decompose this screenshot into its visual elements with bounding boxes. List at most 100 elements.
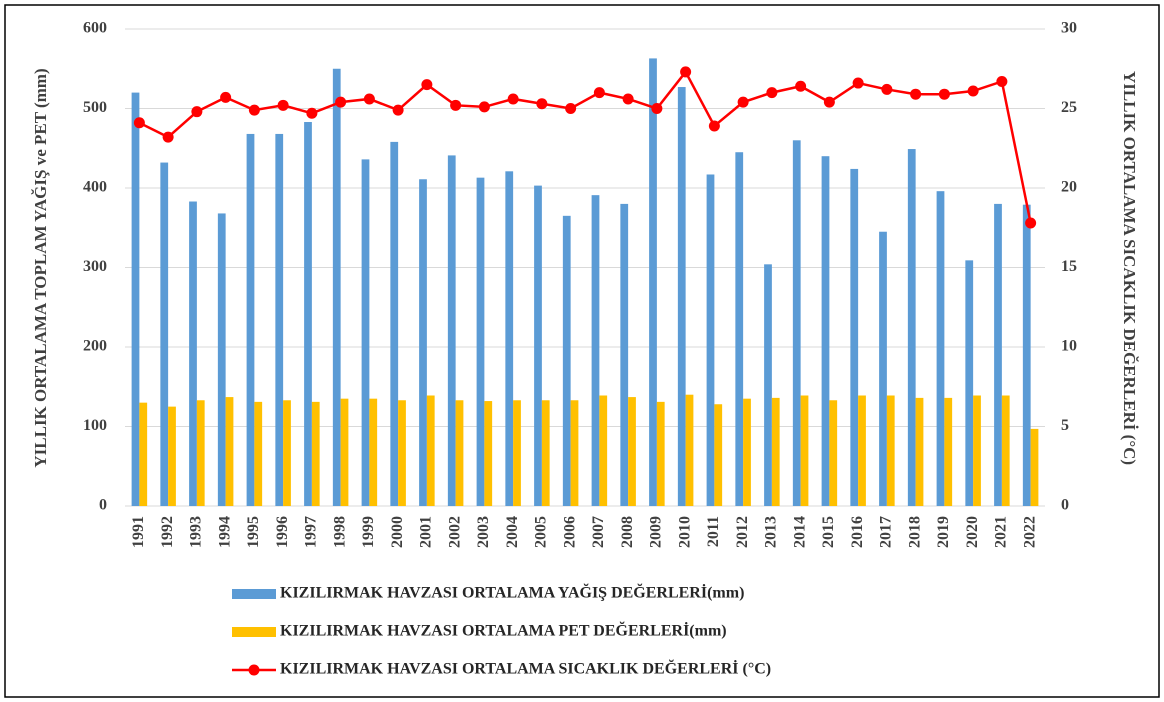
x-tick-label: 1997 [303, 516, 320, 548]
bar [599, 395, 608, 506]
bar [800, 395, 809, 506]
x-tick-label: 1993 [188, 516, 205, 548]
marker [766, 87, 778, 99]
y-tick-label: 300 [83, 258, 107, 275]
bar [369, 398, 378, 506]
bar [447, 155, 456, 506]
x-tick-label: 2000 [389, 516, 406, 548]
marker [450, 99, 462, 111]
bar [743, 398, 751, 506]
x-tick-label: 1996 [274, 516, 291, 548]
marker [421, 79, 433, 91]
bar [829, 400, 838, 506]
marker [536, 98, 548, 110]
x-tick-label: 2012 [734, 516, 751, 548]
x-tick-label: 2021 [993, 516, 1010, 548]
marker [306, 107, 318, 119]
x-tick-label: 2018 [906, 516, 923, 548]
bar [476, 177, 485, 507]
x-tick-label: 2022 [1021, 516, 1038, 548]
x-tick-label: 1991 [130, 516, 147, 548]
x-tick-label: 2008 [619, 516, 636, 548]
bar [879, 231, 887, 506]
marker [852, 77, 864, 89]
x-tick-label: 2014 [791, 516, 808, 548]
bar [139, 402, 148, 506]
bar [656, 401, 665, 506]
y-tick-label: 500 [83, 99, 107, 116]
x-tick-label: 2006 [561, 516, 578, 548]
marker [191, 106, 203, 118]
marker [133, 117, 145, 129]
marker [363, 93, 375, 105]
marker [881, 83, 893, 95]
y2-tick-label: 15 [1061, 258, 1077, 275]
y-tick-label: 100 [83, 417, 107, 434]
bar [1001, 395, 1010, 506]
x-tick-label: 2015 [820, 516, 837, 548]
bar [304, 122, 312, 506]
bar [340, 398, 349, 506]
bar [677, 87, 686, 506]
legend-swatch [232, 627, 276, 637]
bar [706, 174, 715, 507]
y2-tick-label: 5 [1061, 417, 1069, 434]
x-tick-label: 2010 [676, 516, 693, 548]
marker [795, 80, 807, 92]
x-tick-label: 2004 [504, 516, 521, 548]
y-tick-label: 0 [99, 497, 107, 514]
x-tick-label: 2019 [935, 516, 952, 548]
bar [217, 213, 226, 506]
bar [792, 140, 801, 507]
marker [1025, 217, 1037, 229]
bar [398, 400, 406, 506]
marker [507, 93, 519, 105]
x-tick-label: 2003 [475, 516, 492, 548]
y-tick-label: 400 [83, 179, 107, 196]
bar [246, 133, 255, 506]
legend-swatch [248, 664, 260, 676]
bar [562, 215, 571, 506]
x-tick-label: 1992 [159, 516, 176, 548]
bar [534, 185, 542, 507]
bar [570, 400, 579, 506]
marker [967, 85, 979, 97]
marker [737, 96, 749, 108]
bar [332, 68, 341, 506]
marker [910, 88, 922, 100]
x-tick-label: 2011 [705, 516, 722, 547]
y2-tick-label: 20 [1061, 179, 1077, 196]
x-tick-label: 2005 [533, 516, 550, 548]
marker [938, 88, 950, 100]
bar [484, 401, 493, 506]
bar [994, 203, 1002, 506]
bar [735, 152, 744, 506]
legend-swatch [232, 589, 276, 599]
bar [541, 400, 550, 506]
legend-label: KIZILIRMAK HAVZASI ORTALAMA SICAKLIK DEĞ… [280, 659, 771, 678]
bar [764, 264, 772, 506]
bar [513, 400, 521, 506]
marker [220, 91, 232, 103]
marker [823, 96, 835, 108]
marker [593, 87, 605, 99]
y2-tick-label: 0 [1061, 497, 1069, 514]
bar [944, 397, 953, 506]
x-tick-label: 2007 [590, 516, 607, 548]
bar [649, 58, 657, 506]
marker [335, 96, 347, 108]
bar [131, 92, 140, 506]
y2-tick-label: 10 [1061, 338, 1077, 355]
bar [426, 395, 435, 506]
bar [225, 397, 234, 506]
bar [455, 400, 464, 506]
x-tick-label: 1999 [360, 516, 377, 548]
x-tick-label: 1998 [331, 516, 348, 548]
bar [821, 156, 830, 506]
marker [680, 66, 692, 78]
x-tick-label: 2016 [849, 516, 866, 548]
legend-label: KIZILIRMAK HAVZASI ORTALAMA YAĞIŞ DEĞERL… [280, 583, 744, 602]
bar [1030, 428, 1039, 506]
x-tick-label: 2009 [648, 516, 665, 548]
